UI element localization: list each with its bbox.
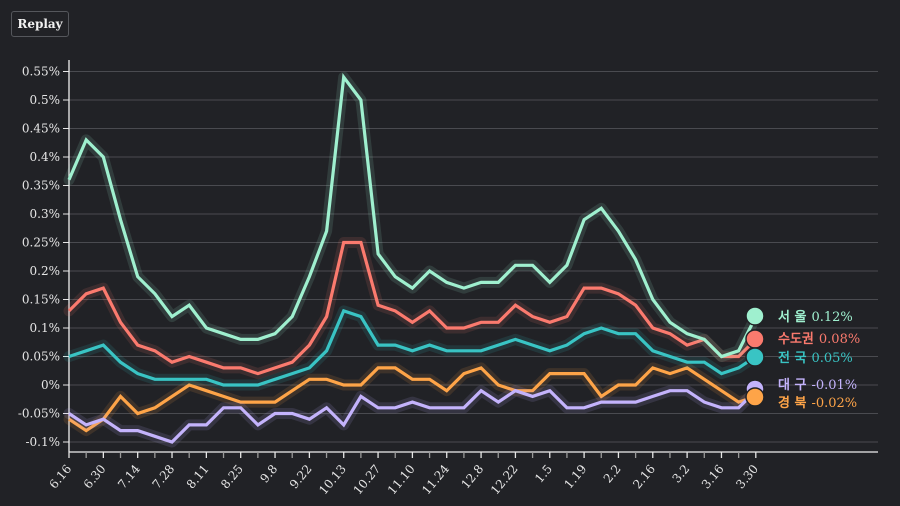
x-tick-label: 12.22 bbox=[488, 462, 521, 497]
x-tick-label: 2.2 bbox=[601, 462, 624, 486]
series-name: 대 구 bbox=[778, 378, 806, 393]
x-tick-label: 1.5 bbox=[532, 462, 555, 486]
series-value: 0.12% bbox=[811, 310, 852, 325]
x-tick-label: 8.11 bbox=[184, 462, 212, 491]
y-tick-label: 0.3% bbox=[30, 207, 61, 221]
series-value: 0.08% bbox=[819, 332, 860, 347]
y-tick-label: 0.55% bbox=[22, 65, 60, 79]
series-value: 0.05% bbox=[811, 351, 852, 366]
series-end-label: 서 울 0.12% bbox=[778, 309, 853, 325]
series-value: -0.01% bbox=[811, 378, 857, 393]
x-tick-label: 11.24 bbox=[419, 462, 452, 498]
y-tick-label: 0% bbox=[41, 378, 60, 392]
x-tick-label: 2.16 bbox=[630, 462, 658, 491]
series-line bbox=[68, 308, 757, 387]
x-tick-label: 8.25 bbox=[218, 462, 246, 491]
series-end-marker bbox=[745, 306, 765, 326]
y-tick-label: 0.15% bbox=[22, 293, 60, 307]
series-lines bbox=[63, 71, 762, 448]
y-axis: 0.55% 0.5% 0.45% 0.4% 0.35% 0.3% 0.25% 0.2% 0.15… bbox=[18, 60, 70, 452]
series-end-marker bbox=[745, 387, 765, 407]
x-tick-label: 10.13 bbox=[316, 462, 349, 497]
series-line bbox=[67, 240, 757, 376]
series-end-label: 경 북 -0.02% bbox=[778, 395, 857, 411]
x-tick-label: 12.8 bbox=[458, 462, 486, 491]
x-tick-label: 7.14 bbox=[115, 462, 143, 492]
y-tick-label: 0.1% bbox=[30, 321, 61, 335]
y-tick-label: 0.35% bbox=[22, 179, 60, 193]
series-value: -0.02% bbox=[811, 396, 857, 411]
x-tick-label: 3.16 bbox=[699, 462, 727, 491]
series-end-label: 대 구 -0.01% bbox=[778, 378, 857, 393]
x-tick-label: 6.30 bbox=[81, 462, 109, 491]
x-tick-label: 9.22 bbox=[287, 462, 315, 491]
grid-lines bbox=[69, 71, 878, 443]
x-tick-label: 11.10 bbox=[385, 462, 418, 497]
x-tick-label: 1.19 bbox=[561, 462, 589, 491]
x-tick-label: 3.2 bbox=[669, 462, 692, 486]
y-tick-label: -0.1% bbox=[25, 435, 60, 449]
series-line bbox=[68, 366, 757, 433]
y-tick-label: 0.4% bbox=[30, 150, 61, 164]
y-tick-label: 0.2% bbox=[30, 264, 61, 278]
x-tick-label: 9.8 bbox=[257, 462, 280, 486]
y-tick-label: 0.45% bbox=[22, 122, 60, 136]
y-tick-label: 0.05% bbox=[22, 350, 60, 364]
series-line bbox=[68, 388, 757, 444]
series-end-label: 전 국 0.05% bbox=[778, 350, 853, 366]
y-tick-label: -0.05% bbox=[18, 407, 60, 421]
series-end-marker bbox=[745, 329, 765, 349]
x-tick-label: 7.28 bbox=[149, 462, 177, 491]
x-tick-label: 10.27 bbox=[351, 462, 384, 497]
series-name: 수도권 bbox=[778, 332, 814, 347]
series-end-marker bbox=[745, 347, 765, 367]
series-line bbox=[67, 73, 758, 359]
y-tick-label: 0.5% bbox=[30, 93, 61, 107]
series-name: 서 울 bbox=[778, 309, 806, 325]
x-tick-label: 6.16 bbox=[46, 462, 74, 491]
y-tick-label: 0.25% bbox=[22, 236, 60, 250]
series-name: 전 국 bbox=[778, 350, 806, 366]
series-name: 경 북 bbox=[778, 395, 806, 411]
x-axis: 6.16 6.30 7.14 7.28 8.11 8.25 9.8 9.22 10.13 10.2… bbox=[46, 451, 878, 498]
replay-button[interactable]: Replay bbox=[11, 11, 69, 37]
x-tick-label: 3.30 bbox=[733, 462, 761, 491]
series-end-label: 수도권 0.08% bbox=[778, 332, 860, 347]
end-labels: 서 울 0.12% 수도권 0.08% 전 국 0.05% 대 구 -0.01% 경 북 -0.0… bbox=[745, 306, 860, 411]
